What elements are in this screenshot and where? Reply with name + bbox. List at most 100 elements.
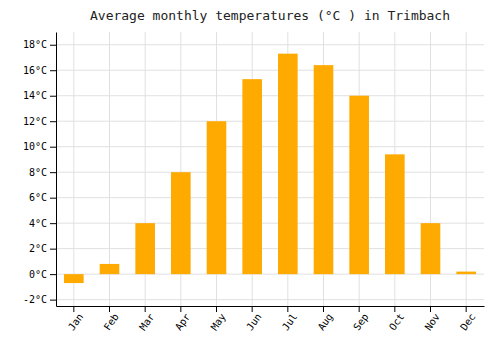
bar: [242, 79, 262, 274]
x-tick-mark: [430, 306, 431, 312]
x-tick-mark: [287, 306, 288, 312]
y-tick-label: 0°C: [29, 269, 47, 280]
y-tick-mark: [50, 223, 56, 224]
x-tick-label: Jul: [280, 311, 299, 332]
y-tick-mark: [50, 70, 56, 71]
x-tick-label: Dec: [458, 311, 477, 332]
y-grid-line: [56, 172, 484, 173]
grid: [56, 32, 484, 306]
y-tick-mark: [50, 274, 56, 275]
x-tick-label: Aug: [316, 311, 335, 332]
chart: -2°C 0°C 2°C 4°C 6°C 8°C 10°C 12°C 14°C 16°C 18°C J…: [0, 0, 500, 350]
x-tick: Jan: [66, 306, 85, 332]
bar: [385, 154, 405, 274]
x-tick-mark: [73, 306, 74, 312]
y-tick-label: 6°C: [29, 192, 47, 203]
y-tick-mark: [50, 147, 56, 148]
y-grid-line: [56, 121, 484, 122]
x-tick: Feb: [102, 306, 121, 332]
bar: [349, 96, 369, 274]
x-tick-label: Apr: [173, 311, 192, 332]
y-tick: 12°C: [23, 116, 56, 127]
y-tick-mark: [50, 198, 56, 199]
x-tick: Sep: [351, 306, 370, 332]
y-axis-line: [56, 33, 57, 307]
y-tick-mark: [50, 121, 56, 122]
title: Average monthly temperatures (°C ) in Tr…: [90, 8, 450, 23]
x-axis-line: [57, 306, 485, 307]
y-tick-label: 8°C: [29, 167, 47, 178]
y-tick-mark: [50, 45, 56, 46]
plot: -2°C 0°C 2°C 4°C 6°C 8°C 10°C 12°C 14°C 16°C 18°C J…: [23, 32, 485, 332]
y-tick-mark: [50, 172, 56, 173]
y-grid-line: [56, 95, 484, 96]
bars: [64, 54, 476, 283]
x-tick-label: May: [209, 311, 228, 332]
bar: [207, 121, 227, 274]
x-tick-label: Oct: [387, 311, 406, 332]
y-tick: 10°C: [23, 141, 56, 152]
x-tick: Dec: [458, 306, 477, 332]
bar: [100, 264, 120, 274]
x-tick: May: [209, 306, 228, 332]
bar: [64, 274, 84, 283]
y-tick: 8°C: [29, 167, 56, 178]
x-tick-mark: [359, 306, 360, 312]
x-tick-mark: [180, 306, 181, 312]
y-tick: 2°C: [29, 243, 56, 254]
bar: [135, 223, 155, 274]
x-tick: Apr: [173, 306, 192, 332]
y-tick-label: 4°C: [29, 218, 47, 229]
x-tick-label: Jan: [66, 311, 85, 332]
x-grid-line: [466, 32, 467, 306]
y-grid-line: [56, 44, 484, 45]
y-grid-line: [56, 248, 484, 249]
y-tick-label: 10°C: [23, 141, 47, 152]
y-grid-line: [56, 223, 484, 224]
y-tick-label: 14°C: [23, 90, 47, 101]
y-tick: -2°C: [23, 294, 56, 305]
x-tick-label: Sep: [351, 311, 370, 332]
x-tick-mark: [145, 306, 146, 312]
x-tick-label: Feb: [102, 311, 121, 332]
bar: [421, 223, 441, 274]
x-tick: Oct: [387, 306, 406, 332]
y-grid-line: [56, 70, 484, 71]
x-tick: Jul: [280, 306, 299, 332]
x-tick: Nov: [423, 306, 442, 332]
x-tick-mark: [216, 306, 217, 312]
bar: [171, 172, 191, 274]
y-tick: 14°C: [23, 90, 56, 101]
x-tick: Aug: [316, 306, 335, 332]
y-tick-label: 18°C: [23, 39, 47, 50]
bar: [456, 272, 476, 275]
x-tick-label: Mar: [137, 311, 156, 332]
y-grid-line: [56, 274, 484, 275]
x-tick-mark: [323, 306, 324, 312]
y-tick-label: 2°C: [29, 243, 47, 254]
y-axis: -2°C 0°C 2°C 4°C 6°C 8°C 10°C 12°C 14°C 16°C 18°C: [23, 33, 57, 307]
y-tick: 4°C: [29, 218, 56, 229]
y-tick: 6°C: [29, 192, 56, 203]
x-tick-mark: [252, 306, 253, 312]
y-grid-line: [56, 146, 484, 147]
x-tick: Jun: [244, 306, 263, 332]
y-tick: 16°C: [23, 65, 56, 76]
y-tick-mark: [50, 96, 56, 97]
y-tick-label: 12°C: [23, 116, 47, 127]
x-tick-label: Jun: [244, 311, 263, 332]
y-tick-label: 16°C: [23, 65, 47, 76]
y-tick-mark: [50, 300, 56, 301]
bar: [278, 54, 298, 274]
x-tick: Mar: [137, 306, 156, 332]
x-tick-mark: [466, 306, 467, 312]
y-tick-label: -2°C: [23, 294, 47, 305]
x-axis: Jan Feb Mar Apr May Jun Jul Aug Sep Oct Nov Dec: [57, 306, 485, 332]
x-tick-mark: [394, 306, 395, 312]
y-tick-mark: [50, 249, 56, 250]
x-grid-line: [73, 32, 74, 306]
y-tick: 0°C: [29, 269, 56, 280]
bar: [314, 65, 334, 274]
x-tick-label: Nov: [423, 311, 442, 332]
x-tick-mark: [109, 306, 110, 312]
